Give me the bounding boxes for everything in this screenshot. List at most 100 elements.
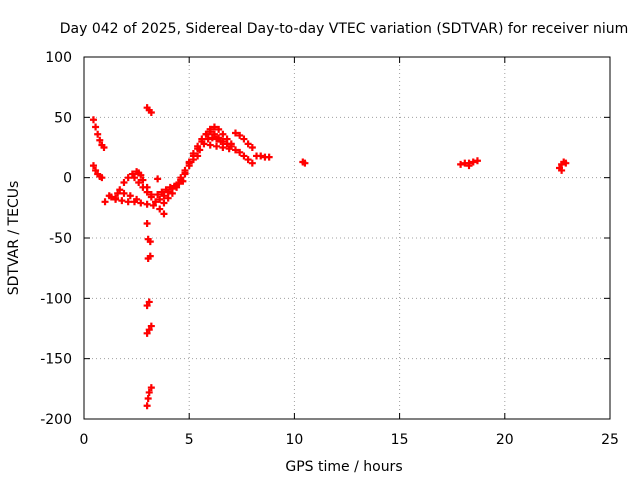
data-point (98, 174, 106, 182)
data-point (231, 129, 239, 137)
series-arc-28 (299, 158, 309, 167)
data-point (164, 188, 172, 196)
data-point (185, 158, 193, 166)
series-arc-26 (236, 148, 256, 167)
data-point (107, 193, 115, 201)
data-point (158, 188, 166, 196)
data-point (160, 199, 168, 207)
data-point (120, 189, 128, 197)
data-point (145, 298, 153, 306)
data-point (139, 176, 147, 184)
series-arc-23 (210, 130, 239, 154)
data-point (244, 156, 252, 164)
data-point (118, 197, 126, 205)
y-tick-label: 100 (45, 50, 72, 66)
data-point (213, 142, 221, 150)
axis-ticks: 0 5 10 15 20 25 -200 -150 -100 -50 0 50 100 (40, 50, 619, 448)
data-point (265, 153, 273, 161)
data-point (143, 402, 151, 410)
data-point (196, 146, 204, 154)
series-arc-1 (89, 116, 108, 151)
data-point (181, 166, 189, 174)
data-point (457, 160, 465, 168)
series-arc-14 (143, 384, 155, 410)
grid-lines (84, 57, 610, 419)
data-point (202, 130, 210, 138)
series-arc-11 (144, 252, 154, 263)
data-point (147, 191, 155, 199)
data-point (112, 194, 120, 202)
y-tick-label: -100 (40, 291, 72, 307)
data-point (465, 162, 473, 170)
data-point (236, 148, 244, 156)
data-point (200, 140, 208, 148)
data-point (143, 183, 151, 191)
series-arc-5 (101, 189, 141, 206)
series-arc-17 (156, 170, 189, 203)
series-arc-8 (143, 104, 155, 117)
data-point (152, 198, 160, 206)
y-tick-label: -50 (49, 231, 72, 247)
data-point (124, 198, 132, 206)
data-point (219, 137, 227, 145)
series-arc-15 (154, 175, 162, 183)
data-point (160, 210, 168, 218)
data-point (473, 157, 481, 165)
y-tick-label: -200 (40, 412, 72, 428)
data-point (147, 322, 155, 330)
chart-title: Day 042 of 2025, Sidereal Day-to-day VTE… (60, 21, 629, 37)
data-point (145, 326, 153, 334)
data-point (100, 144, 108, 151)
data-point (101, 198, 109, 206)
data-point (147, 384, 155, 392)
data-point (130, 174, 138, 182)
data-point (164, 194, 172, 202)
data-point (223, 140, 231, 148)
data-point (210, 130, 218, 138)
data-point (89, 116, 97, 124)
data-point (143, 302, 151, 310)
series-arc-9 (143, 220, 151, 228)
series-arc-24 (206, 141, 233, 153)
data-point (168, 189, 176, 197)
data-point (215, 125, 223, 133)
data-point (135, 169, 143, 177)
data-point (114, 189, 122, 197)
data-points (89, 104, 570, 410)
x-tick-label: 25 (601, 432, 619, 448)
data-point (120, 178, 128, 186)
data-point (128, 170, 136, 178)
data-point (126, 192, 134, 200)
series-arc-29 (457, 157, 481, 170)
data-point (160, 192, 168, 200)
data-point (240, 135, 248, 143)
series-arc-7 (135, 169, 155, 199)
data-point (89, 162, 97, 170)
data-point (558, 166, 566, 174)
data-point (156, 195, 164, 203)
series-arc-10 (144, 235, 154, 246)
data-point (198, 135, 206, 143)
series-arc-4 (112, 168, 145, 202)
data-point (96, 136, 104, 144)
x-tick-label: 15 (391, 432, 409, 448)
data-point (469, 158, 477, 166)
data-point (248, 144, 256, 151)
data-point (215, 134, 223, 142)
data-point (257, 152, 265, 160)
data-point (146, 238, 154, 246)
data-point (231, 146, 239, 154)
data-point (116, 186, 124, 194)
data-point (92, 123, 100, 131)
series-arc-27 (253, 152, 273, 161)
data-point (236, 131, 244, 139)
series-arc-12 (143, 298, 153, 310)
data-point (143, 220, 151, 228)
series-arc-25 (231, 129, 256, 151)
data-point (219, 144, 227, 151)
data-point (244, 140, 252, 148)
y-tick-label: 0 (63, 171, 72, 187)
data-point (144, 394, 152, 402)
data-point (133, 195, 141, 203)
